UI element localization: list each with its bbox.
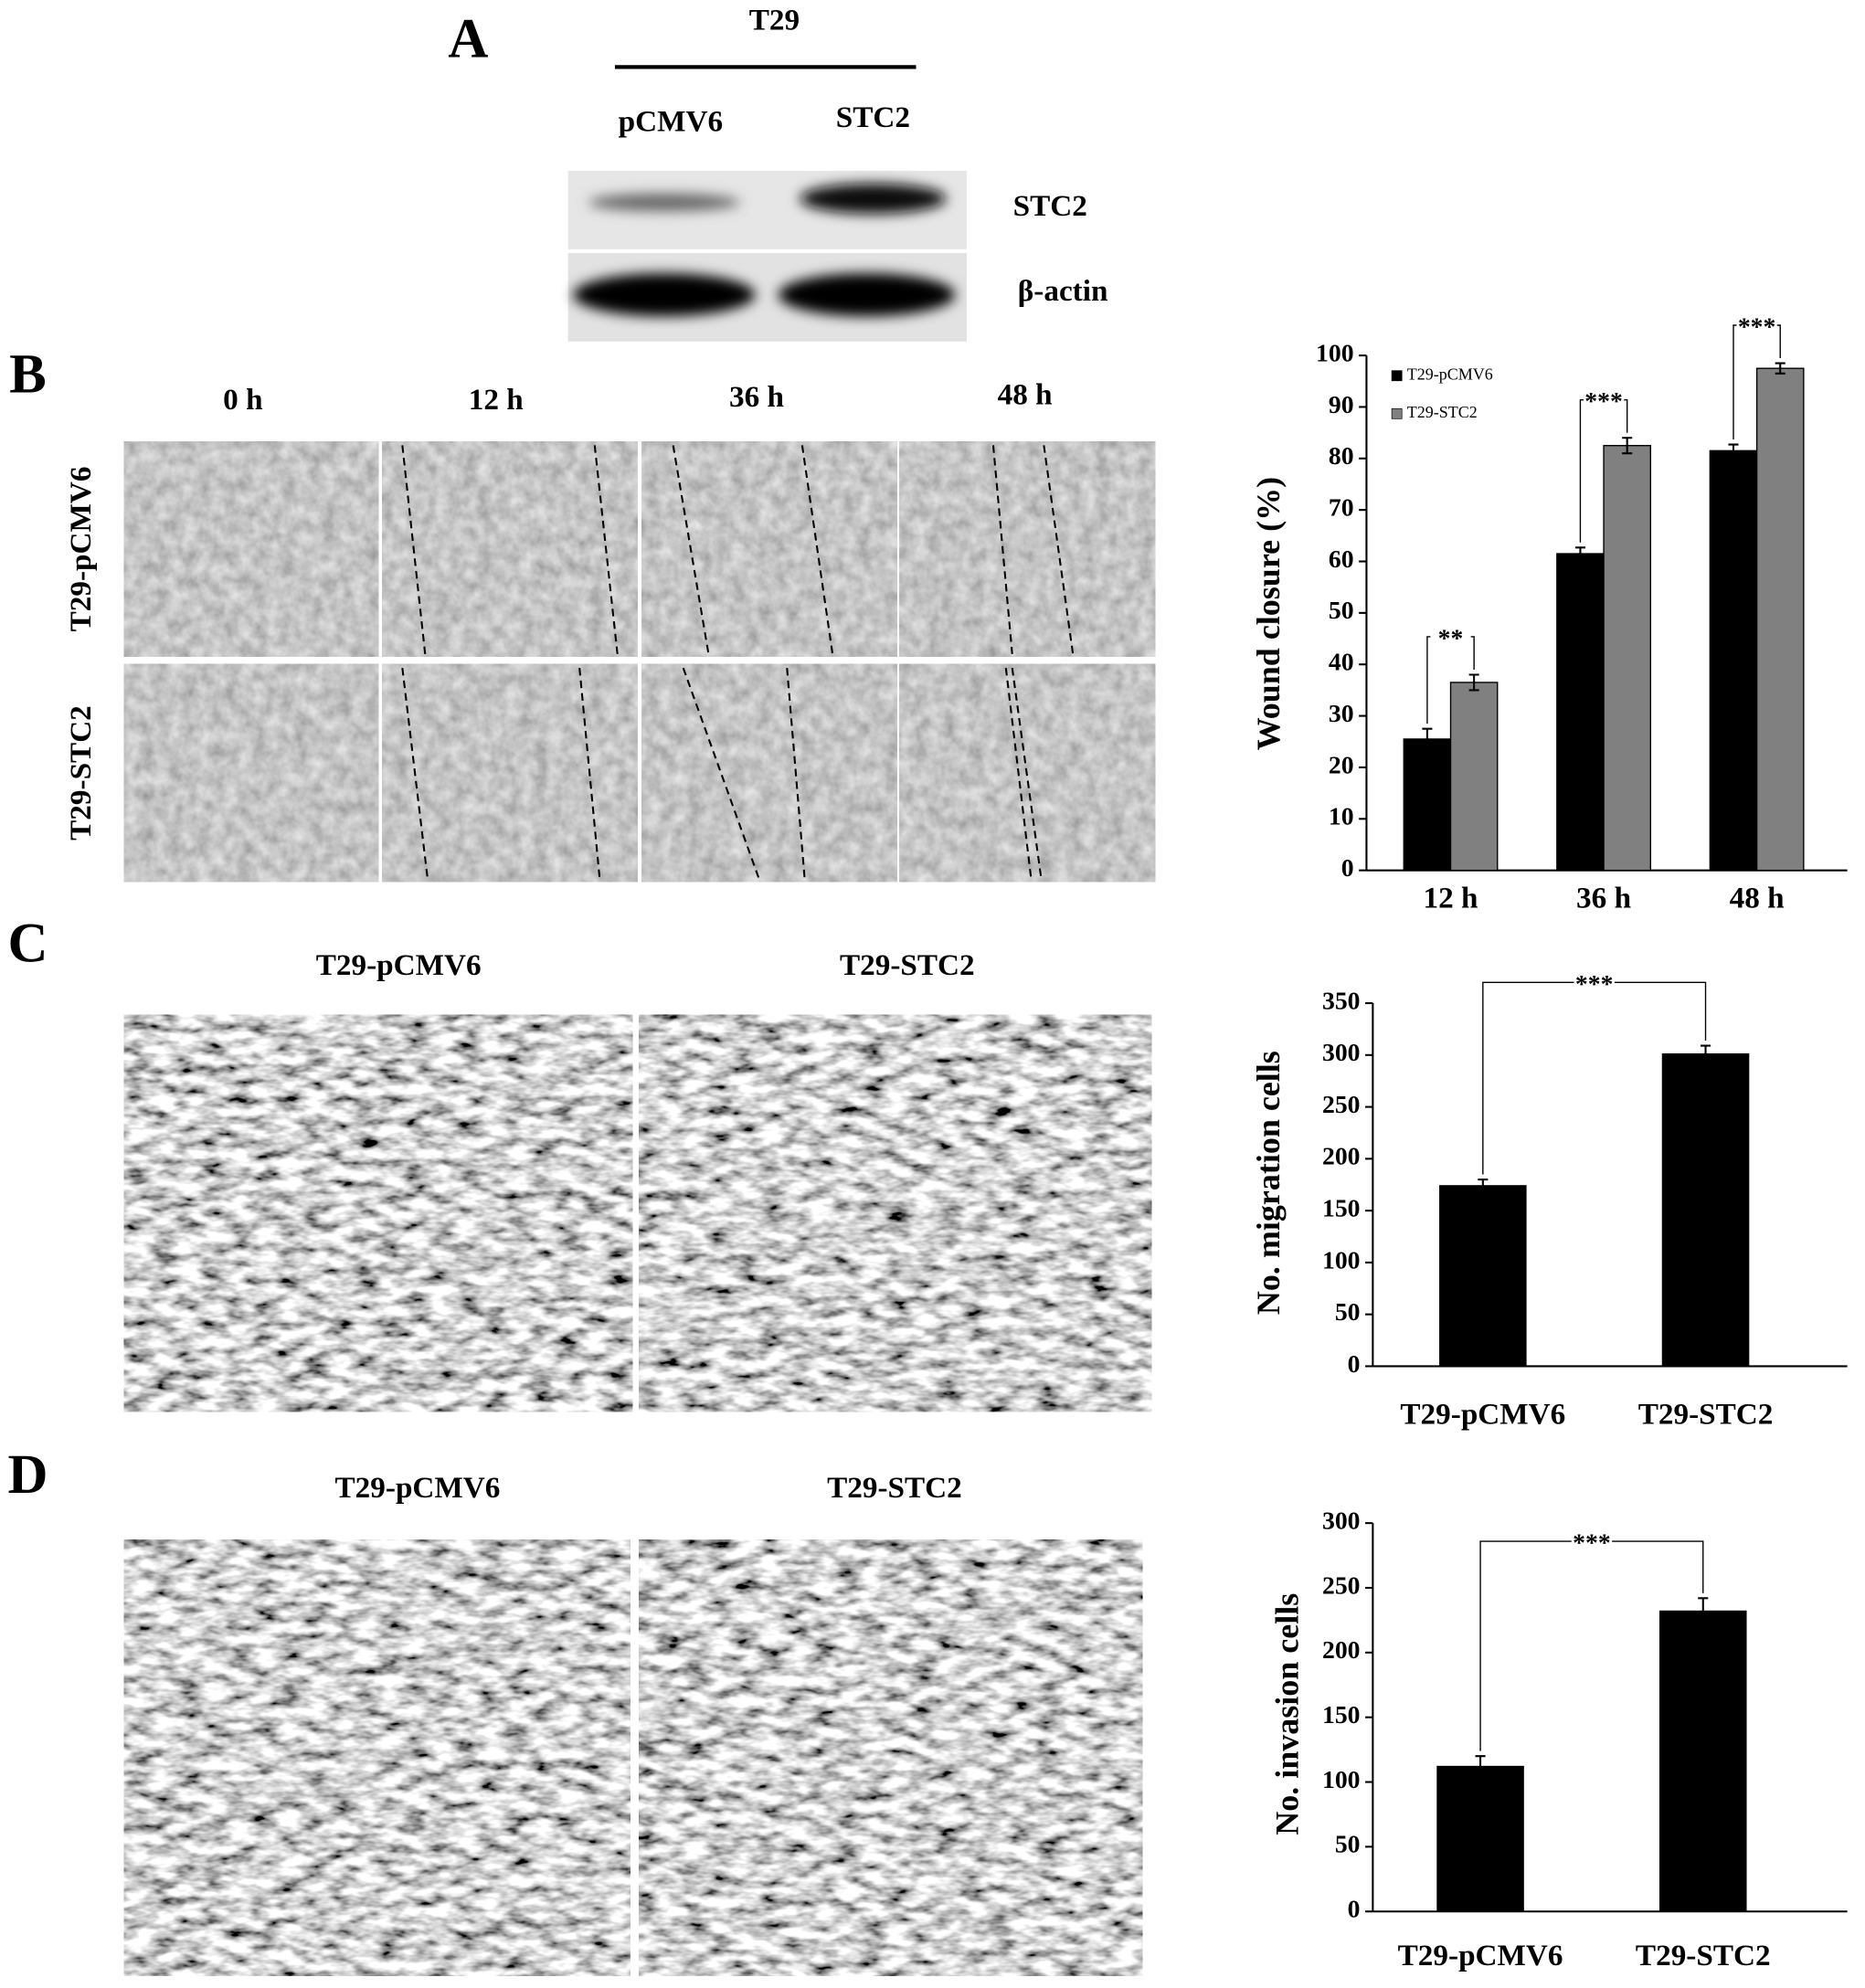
panel-letter: D [7,1444,48,1506]
y-tick-label: 0 [1348,1895,1361,1923]
band-label: β-actin [1018,274,1108,308]
migration-image [639,1014,1152,1412]
y-tick-label: 30 [1329,699,1354,727]
migration-image [123,1014,633,1412]
panel-letter: A [448,8,488,69]
y-tick-label: 10 [1329,802,1354,830]
error-bar [1574,546,1585,561]
error-bar [1698,1597,1709,1625]
y-tick-label: 150 [1322,1193,1361,1221]
bar [1449,682,1499,872]
y-tick-label: 300 [1322,1506,1361,1534]
y-tick-label: 300 [1322,1038,1361,1066]
lane-label: pCMV6 [619,104,723,138]
significance-label: *** [1575,969,1614,998]
row-label: T29-STC2 [64,705,98,841]
y-tick-label: 0 [1341,853,1354,882]
error-bar [1475,1755,1486,1778]
error-bar [1468,673,1479,692]
bar [1403,738,1452,872]
x-tick-label: T29-pCMV6 [1400,1397,1565,1431]
bar [1658,1610,1747,1912]
timepoint-label: 12 h [469,383,524,417]
y-tick-label: 150 [1322,1700,1361,1729]
legend-label: T29-pCMV6 [1407,365,1493,383]
y-axis-label: Wound closure (%) [1250,477,1287,750]
bar [1603,445,1651,872]
image-label: T29-pCMV6 [335,1471,501,1505]
panel-letter: B [9,344,47,405]
x-tick-label: 36 h [1576,882,1631,915]
cell-line: T29 [749,4,800,37]
significance-label: *** [1738,312,1776,341]
y-tick-label: 250 [1322,1090,1361,1118]
y-tick-label: 200 [1322,1142,1361,1170]
image-label: T29-STC2 [840,948,975,982]
y-tick-label: 90 [1329,390,1354,418]
significance-label: *** [1584,386,1623,415]
image-label: T29-pCMV6 [316,948,482,982]
y-tick-label: 50 [1335,1297,1361,1326]
invasion-image [639,1539,1143,1976]
y-tick-label: 20 [1329,750,1354,778]
y-tick-label: 50 [1329,596,1354,624]
y-tick-label: 200 [1322,1635,1361,1664]
legend-label: T29-STC2 [1407,403,1478,421]
blot-bands [573,183,956,317]
y-axis-label: No. invasion cells [1269,1593,1306,1835]
y-tick-label: 40 [1329,648,1354,676]
x-tick-label: T29-pCMV6 [1398,1939,1563,1972]
x-tick-label: T29-STC2 [1636,1939,1771,1972]
invasion-image [123,1539,630,1976]
timepoint-label: 36 h [729,380,784,414]
error-bar [1478,1179,1489,1193]
error-bar [1728,443,1739,459]
x-tick-label: 12 h [1424,882,1478,915]
y-axis-label: No. migration cells [1250,1051,1287,1315]
bar [1436,1765,1524,1912]
x-tick-label: T29-STC2 [1638,1397,1774,1431]
significance-bg [1571,1530,1613,1552]
y-tick-label: 0 [1348,1349,1361,1378]
significance-bg [1430,626,1471,648]
significance-bg [1574,972,1615,993]
lane-label: STC2 [836,100,910,134]
bar [1661,1052,1750,1368]
bar [1556,553,1605,872]
x-tick-label: 48 h [1730,882,1785,915]
y-tick-label: 350 [1322,986,1361,1014]
y-tick-label: 80 [1329,441,1354,470]
legend-swatch [1391,407,1403,419]
y-tick-label: 100 [1322,1765,1361,1793]
y-tick-label: 250 [1322,1570,1361,1599]
wound-images [123,441,1156,883]
bar [1755,367,1805,872]
significance-label: *** [1573,1528,1611,1557]
legend-swatch [1391,370,1403,382]
y-tick-label: 100 [1322,1245,1361,1274]
significance-bg [1736,314,1777,336]
panel-letter: C [7,913,48,974]
significance-label: ** [1438,623,1464,651]
y-tick-label: 70 [1329,493,1354,522]
bar [1439,1185,1527,1368]
error-bar [1775,362,1786,375]
y-tick-label: 50 [1335,1830,1361,1858]
error-bar [1700,1044,1711,1063]
error-bar [1422,727,1433,751]
error-bar [1622,437,1633,455]
row-label: T29-pCMV6 [64,467,98,632]
y-tick-label: 100 [1316,338,1354,366]
y-tick-label: 60 [1329,545,1354,573]
significance-bg [1583,389,1625,410]
band-label: STC2 [1013,189,1087,223]
image-label: T29-STC2 [827,1471,962,1505]
bar [1709,449,1758,872]
timepoint-label: 48 h [998,377,1053,411]
timepoint-label: 0 h [223,383,262,417]
